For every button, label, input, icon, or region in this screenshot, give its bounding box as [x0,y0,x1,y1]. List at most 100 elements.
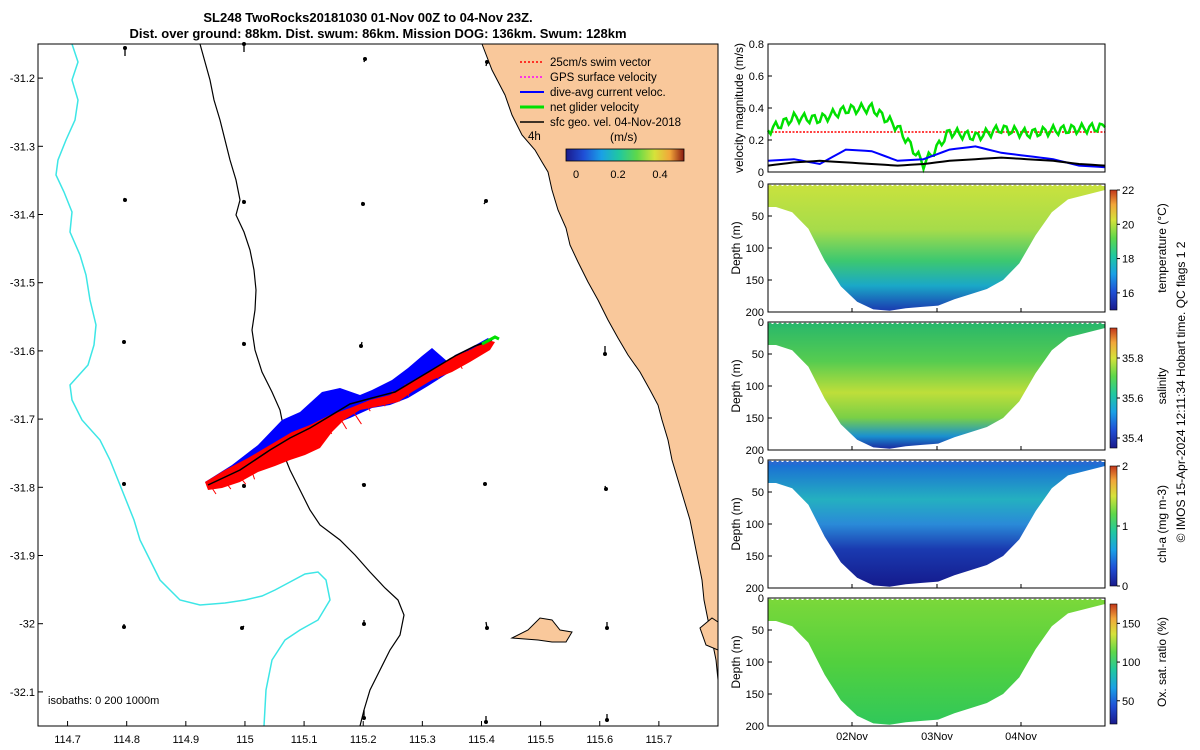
legend-swim-label: 25cm/s swim vector [550,57,651,69]
section-top-dot [818,461,822,465]
section-top-dot [953,599,957,603]
section-y-tick-label: 50 [752,625,764,637]
geo-arrow-head [124,199,127,202]
section-top-dot [1068,323,1072,327]
colorbar-tick-label: 2 [1122,461,1128,473]
section-ylabel: Depth (m) [729,359,743,412]
section-top-dot [783,185,787,189]
interval-label: 4h [528,131,541,143]
section-x-tick-label: 02Nov [836,731,868,743]
section-top-dot [898,461,902,465]
section-top-dot [943,461,947,465]
section-top-dot [1038,185,1042,189]
title-line-1: SL248 TwoRocks20181030 01-Nov 00Z to 04-… [203,10,532,25]
section-top-dot [1013,599,1017,603]
colorbar-tick-2: 0.4 [652,169,667,181]
section-top-dot [948,461,952,465]
section-top-dot [873,599,877,603]
map-colorbar [566,149,684,161]
section-top-dot [998,599,1002,603]
section-top-dot [1063,599,1067,603]
colorbar-tick-label: 50 [1122,696,1134,708]
map-y-tick-label: -32 [19,619,35,631]
section-top-dot [1033,185,1037,189]
section-top-dot [813,185,817,189]
section-panels: 050100150200Depth (m)16182022temperature… [729,179,1169,743]
legend-geo-label: sfc geo. vel. 04-Nov-2018 [550,117,681,129]
section-top-dot [1008,185,1012,189]
section-top-dot [1053,599,1057,603]
map-y-tick-label: -31.4 [10,210,35,222]
section-top-dot [828,323,832,327]
section-top-dot [1083,323,1087,327]
section-top-dot [1023,185,1027,189]
section-y-tick-label: 50 [752,349,764,361]
legend-gps-label: GPS surface velocity [550,72,657,84]
section-top-dot [818,599,822,603]
section-top-dot [1018,323,1022,327]
section-top-dot [873,323,877,327]
section-top-dot [988,461,992,465]
section-panel-3: 050100150200Depth (m)50100150Ox. sat. ra… [729,593,1169,743]
section-top-dot [773,461,777,465]
section-ylabel: Depth (m) [729,635,743,688]
section-top-dot [888,461,892,465]
velocity-panel: 00.20.40.60.8 velocity magnitude (m/s) [732,39,1105,179]
section-y-tick-label: 200 [746,721,764,733]
geo-arrow-head [486,627,489,630]
section-top-dot [838,461,842,465]
section-top-dot [823,323,827,327]
section-top-dot [1083,461,1087,465]
section-top-dot [1033,599,1037,603]
section-top-dot [1093,599,1097,603]
section-top-dot [988,599,992,603]
section-top-dot [1098,323,1102,327]
section-top-dot [923,185,927,189]
section-top-dot [1078,599,1082,603]
section-top-dot [1008,599,1012,603]
section-top-dot [778,323,782,327]
section-top-dot [773,323,777,327]
section-top-dot [938,185,942,189]
section-top-dot [928,461,932,465]
map-y-tick-label: -31.2 [10,73,35,85]
section-top-dot [1088,323,1092,327]
section-top-dot [1038,323,1042,327]
section-top-dot [1028,185,1032,189]
section-top-dot [1013,185,1017,189]
map-y-tick-label: -31.6 [10,346,35,358]
section-top-dot [818,323,822,327]
colorbar-tick-label: 0 [1122,581,1128,593]
section-top-dot [898,185,902,189]
geo-arrow-head [123,626,126,629]
map-y-tick-label: -31.3 [10,141,35,153]
section-top-dot [1048,185,1052,189]
section-top-dot [848,185,852,189]
section-top-dot [983,461,987,465]
section-top-dot [1068,185,1072,189]
section-top-dot [988,323,992,327]
section-top-dot [833,461,837,465]
geo-arrow-head [606,627,609,630]
colorbar-tick-label: 150 [1122,618,1140,630]
map-x-tick-label: 115.4 [468,734,495,746]
section-top-dot [943,323,947,327]
map-y-tick-label: -32.1 [10,687,35,699]
vel-y-tick-label: 0.4 [749,103,764,115]
section-top-dot [938,599,942,603]
section-top-dot [998,461,1002,465]
section-top-dot [933,599,937,603]
section-top-dot [1098,185,1102,189]
section-top-dot [778,461,782,465]
section-top-dot [943,185,947,189]
section-top-dot [1003,323,1007,327]
section-top-dot [993,185,997,189]
section-top-dot [1093,185,1097,189]
section-top-dot [963,185,967,189]
section-top-dot [783,599,787,603]
section-top-dot [853,185,857,189]
section-top-dot [1068,599,1072,603]
section-top-dot [1093,461,1097,465]
map-x-tick-label: 114.8 [113,734,140,746]
section-top-dot [908,599,912,603]
